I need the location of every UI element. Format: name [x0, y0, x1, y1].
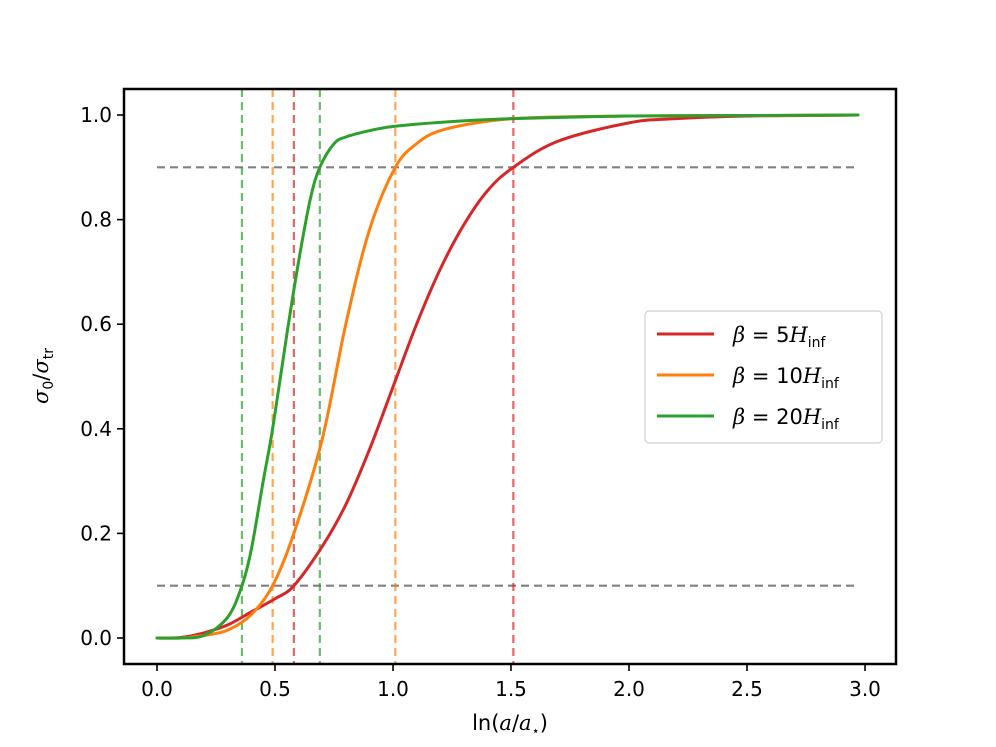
y-tick-label: 0.6 [80, 312, 112, 336]
legend: β = 5Hinf β = 10Hinf β = 20Hinf [644, 310, 883, 444]
series-line-beta-20 [155, 113, 860, 640]
legend-label: β = 10Hinf [732, 364, 840, 392]
legend-label: β = 5Hinf [732, 323, 827, 351]
x-axis-label: ln(a/a⋆) [472, 711, 548, 739]
y-tick-label: 1.0 [80, 103, 112, 127]
y-tick-label: 0.8 [80, 208, 112, 232]
x-tick-label: 3.0 [849, 677, 881, 701]
legend-entry-beta-10: β = 10Hinf [657, 364, 840, 392]
x-tick-label: 2.0 [613, 677, 645, 701]
x-axis-ticks: 0.0 0.5 1.0 1.5 2.0 2.5 3.0 [141, 664, 881, 701]
x-tick-label: 1.5 [495, 677, 527, 701]
legend-entry-beta-20: β = 20Hinf [657, 405, 840, 433]
y-axis-ticks: 0.0 0.2 0.4 0.6 0.8 1.0 [80, 103, 124, 650]
x-tick-label: 2.5 [731, 677, 763, 701]
legend-entry-beta-5: β = 5Hinf [657, 323, 827, 351]
series-line-beta-5 [155, 113, 860, 640]
x-tick-label: 0.5 [259, 677, 291, 701]
x-tick-label: 1.0 [377, 677, 409, 701]
y-axis-label: σ0/σtr [29, 348, 57, 404]
x-tick-label: 0.0 [141, 677, 173, 701]
y-tick-label: 0.2 [80, 521, 112, 545]
legend-box [644, 310, 883, 444]
series-lines [155, 113, 860, 640]
y-tick-label: 0.0 [80, 626, 112, 650]
plot-frame [122, 87, 898, 666]
legend-label: β = 20Hinf [732, 405, 840, 433]
y-tick-label: 0.4 [80, 417, 112, 441]
